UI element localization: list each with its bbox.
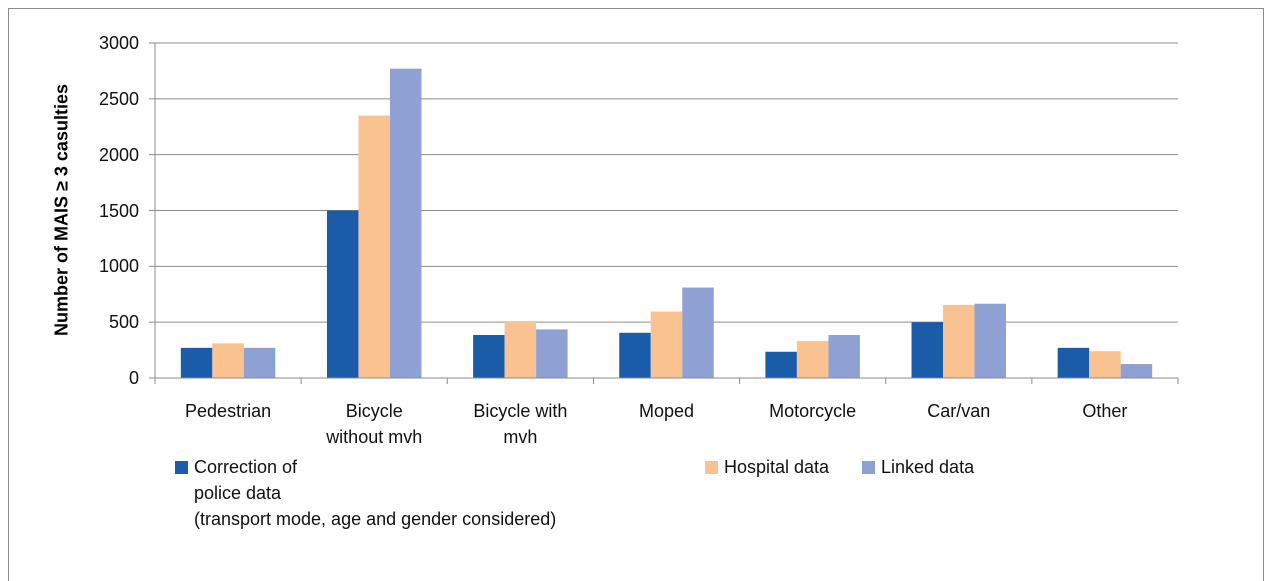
y-axis-title: Number of MAIS ≥ 3 casulties	[51, 84, 72, 336]
bar	[504, 321, 537, 378]
x-tick-label: Bicycle with mvh	[473, 401, 568, 447]
y-tick-label: 2500	[98, 88, 139, 109]
bar	[389, 68, 422, 378]
bar	[212, 343, 244, 378]
bar	[536, 329, 568, 378]
x-tick-label: Motorcycle	[769, 401, 857, 421]
bar	[1120, 364, 1153, 378]
chart-border	[8, 8, 1264, 581]
x-tick-label: Moped	[638, 401, 695, 421]
bar	[1057, 347, 1090, 378]
y-tick-label: 2000	[98, 144, 139, 165]
x-tick-label: Other	[1082, 401, 1128, 421]
x-tick-label: Bicycle without mvh	[326, 401, 423, 447]
legend-label: Hospital data	[724, 457, 830, 477]
bar	[243, 347, 276, 378]
bar	[358, 115, 390, 378]
x-tick-label: Car/van	[927, 401, 991, 421]
bar	[796, 341, 829, 378]
bar	[326, 210, 359, 378]
legend-swatch	[175, 461, 188, 474]
legend-swatch	[862, 461, 875, 474]
bar	[473, 335, 505, 378]
legend-swatch	[705, 461, 718, 474]
legend-label: Linked data	[881, 457, 975, 477]
bar	[828, 335, 860, 378]
bar	[619, 332, 651, 378]
bar	[650, 311, 683, 378]
y-tick-label: 500	[108, 312, 139, 333]
y-tick-label: 3000	[98, 33, 139, 53]
y-tick-label: 1500	[98, 200, 139, 221]
bar	[974, 303, 1007, 378]
legend-label: Correction of police data (transport mod…	[194, 457, 557, 529]
y-tick-label: 1000	[98, 256, 139, 277]
y-tick-label: 0	[128, 368, 139, 388]
bar	[1089, 351, 1121, 378]
bar	[911, 322, 944, 378]
bar	[180, 347, 213, 378]
bar	[765, 351, 797, 378]
x-tick-label: Pedestrian	[185, 401, 272, 421]
bar	[682, 287, 714, 378]
bar	[943, 304, 975, 378]
